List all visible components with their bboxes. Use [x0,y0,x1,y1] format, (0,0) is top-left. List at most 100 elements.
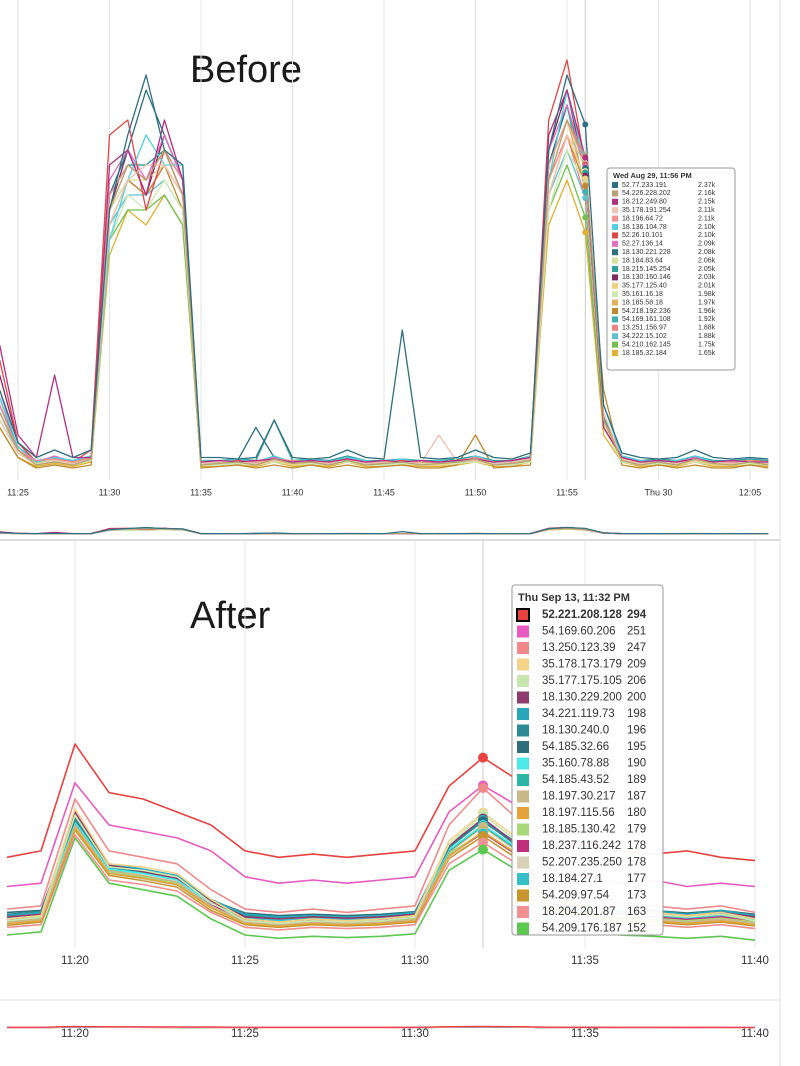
tooltip-value: 196 [627,725,646,737]
x-tick-label: 11:25 [231,955,259,967]
legend-swatch [517,889,529,902]
x-tick-label: Thu 30 [644,487,672,497]
x-tick-label: 11:55 [556,487,578,497]
tooltip-value: 189 [627,774,646,786]
tooltip-value: 1.88k [698,325,716,332]
legend-swatch [517,757,529,770]
tooltip-value: 178 [627,857,646,869]
x-tick-label: 11:20 [61,1028,89,1040]
tooltip-value: 2.10k [698,232,716,239]
legend-swatch [612,333,618,340]
tooltip-value: 2.08k [698,249,716,256]
tooltip-value: 2.37k [698,182,716,189]
legend-swatch [516,608,530,622]
tooltip-value: 294 [627,609,647,621]
legend-label: 18.130.240.0 [542,725,609,737]
legend-label: 52.207.235.250 [542,857,622,869]
hover-dot [582,229,589,236]
legend-swatch [612,257,618,264]
tooltip [606,167,736,371]
overview-line [7,1025,756,1028]
tooltip-value: 163 [627,906,646,918]
legend-swatch [612,341,618,348]
tooltip-value: 209 [627,659,646,671]
tooltip-value: 190 [627,758,646,770]
hover-dot [582,189,589,195]
series-line [0,74,769,460]
legend-label: 35.177.125.40 [622,283,667,290]
hover-dot [478,844,488,855]
tooltip-value: 187 [627,791,646,803]
hover-dot [478,752,488,763]
legend-label: 52.27.136.14 [622,241,663,248]
tooltip-value: 2.09k [698,241,716,248]
legend-swatch [517,708,529,720]
tooltip [511,584,664,936]
legend-label: 52.77.233.191 [622,182,667,189]
legend-swatch [517,807,529,819]
legend-swatch [612,316,618,323]
hover-dot [582,195,589,201]
legend-swatch [612,282,618,289]
tooltip-value: 200 [627,692,646,704]
hover-dot [478,783,488,794]
tooltip-value: 180 [627,807,646,819]
legend-swatch [517,840,529,852]
tooltip-value: 1.96k [698,308,716,315]
series-line [0,134,769,466]
legend-label: 52.221.208.128 [542,609,623,621]
chart-title: Before [190,49,302,91]
legend-swatch [612,224,618,230]
legend-swatch [517,873,529,885]
legend-swatch [517,675,529,687]
legend-label: 18.130.160.146 [622,274,671,281]
legend-swatch [612,182,618,188]
series-line [0,119,769,466]
legend-label: 54.226.228.202 [622,190,671,197]
legend-swatch [517,790,529,803]
legend-label: 54.169.161.108 [622,316,671,323]
legend-label: 18.204.201.87 [542,906,616,918]
hover-dot [582,214,589,221]
legend-label: 54.169.60.206 [542,626,616,638]
legend-label: 13.251.156.97 [622,325,667,332]
legend-label: 18.237.116.242 [542,840,621,852]
hover-dot [582,175,589,182]
legend-swatch [612,190,618,197]
x-tick-label: 11:35 [571,955,599,967]
legend-swatch [517,642,529,654]
hover-dot [478,837,488,848]
legend-swatch [517,906,529,918]
x-tick-label: 12:05 [739,487,762,497]
tooltip-value: 2.16k [698,190,716,197]
legend-label: 18.184.27.1 [542,873,603,885]
legend-swatch [517,774,529,786]
legend-label: 54.209.176.187 [542,923,622,935]
legend-label: 54.185.32.66 [542,741,609,753]
legend-swatch [517,625,529,638]
legend-swatch [517,724,529,737]
legend-swatch [517,922,529,935]
legend-label: 18.184.83.64 [622,257,663,264]
legend-label: 18.130.229.200 [542,692,622,704]
tooltip-value: 2.11k [698,215,715,222]
tooltip-value: 2.03k [698,274,716,281]
tooltip-value: 195 [627,741,646,753]
tooltip-value: 251 [627,626,646,638]
tooltip-value: 173 [627,890,646,902]
legend-label: 35.160.78.88 [542,758,609,770]
legend-swatch [612,291,618,298]
legend-label: 54.218.192.236 [622,308,671,315]
legend-swatch [612,232,618,239]
legend-swatch [612,274,618,281]
legend-label: 34.221.119.73 [542,708,615,720]
x-tick-label: 11:50 [465,487,487,497]
legend-label: 35.161.16.18 [622,291,663,298]
legend-label: 18.185.32.184 [622,350,667,357]
legend-swatch [517,823,529,836]
legend-label: 54.210.162.145 [622,341,671,348]
x-tick-label: 11:30 [99,487,121,497]
legend-swatch [612,299,618,306]
legend-swatch [612,249,618,256]
